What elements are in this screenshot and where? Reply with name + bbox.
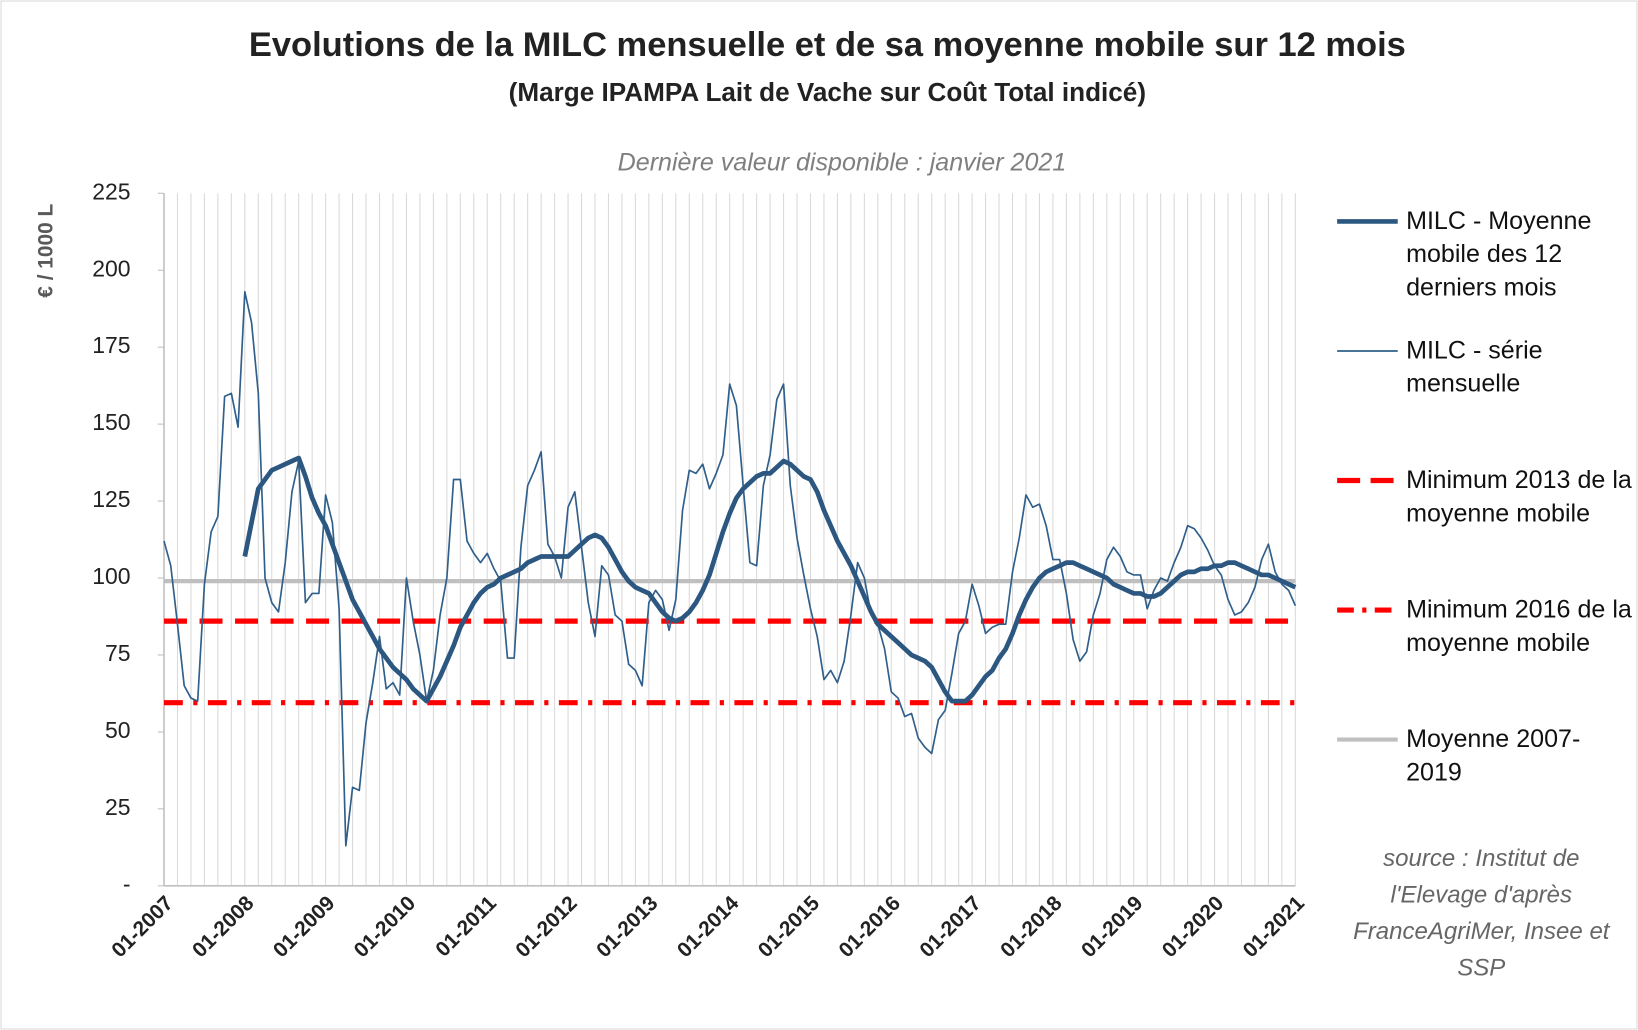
x-tick-label: 01-2009 [269, 892, 339, 962]
series-line [242, 455, 1297, 704]
x-tick-label: 01-2018 [996, 892, 1066, 962]
y-tick-label: 25 [105, 794, 131, 820]
y-tick-label: - [123, 871, 131, 897]
chart-title: Evolutions de la MILC mensuelle et de sa… [249, 26, 1406, 64]
annotation: Dernière valeur disponible : janvier 202… [618, 149, 1067, 177]
y-tick-label: 75 [105, 640, 131, 666]
source-note: source : Institut de l'Elevage d'après F… [1353, 844, 1610, 981]
x-tick-label: 01-2013 [592, 892, 662, 962]
legend-label: Minimum 2013 de la moyenne mobile [1406, 465, 1632, 528]
legend-label: Minimum 2016 de la moyenne mobile [1406, 595, 1632, 658]
legend-label: MILC - Moyenne mobile des 12 derniers mo… [1406, 206, 1592, 302]
x-tick-label: 01-2020 [1158, 892, 1228, 962]
x-tick-label: 01-2015 [754, 891, 825, 962]
x-tick-label: 01-2008 [188, 892, 258, 962]
y-tick-label: 225 [92, 178, 130, 204]
x-tick-label: 01-2016 [835, 892, 905, 962]
x-tick-label: 01-2019 [1077, 892, 1147, 962]
x-tick-label: 01-2011 [431, 891, 501, 961]
y-axis-label: € / 1000 L [35, 203, 58, 297]
x-tick-label: 01-2017 [915, 892, 985, 962]
series-line [163, 290, 1297, 847]
x-tick-label: 01-2010 [350, 892, 420, 962]
x-tick-label: 01-2021 [1239, 891, 1310, 962]
y-tick-label: 125 [92, 486, 130, 512]
y-tick-label: 100 [92, 563, 130, 589]
y-tick-label: 200 [92, 255, 130, 281]
x-tick-label: 01-2007 [107, 892, 177, 962]
y-tick-label: 175 [92, 332, 130, 358]
y-tick-label: 50 [105, 717, 131, 743]
x-tick-label: 01-2012 [511, 892, 581, 962]
legend-label: Moyenne 2007-2019 [1406, 724, 1581, 787]
legend-label: MILC - série mensuelle [1406, 336, 1543, 399]
chart-subtitle: (Marge IPAMPA Lait de Vache sur Coût Tot… [509, 77, 1146, 107]
x-tick-label: 01-2014 [673, 891, 744, 962]
y-tick-label: 150 [92, 409, 130, 435]
